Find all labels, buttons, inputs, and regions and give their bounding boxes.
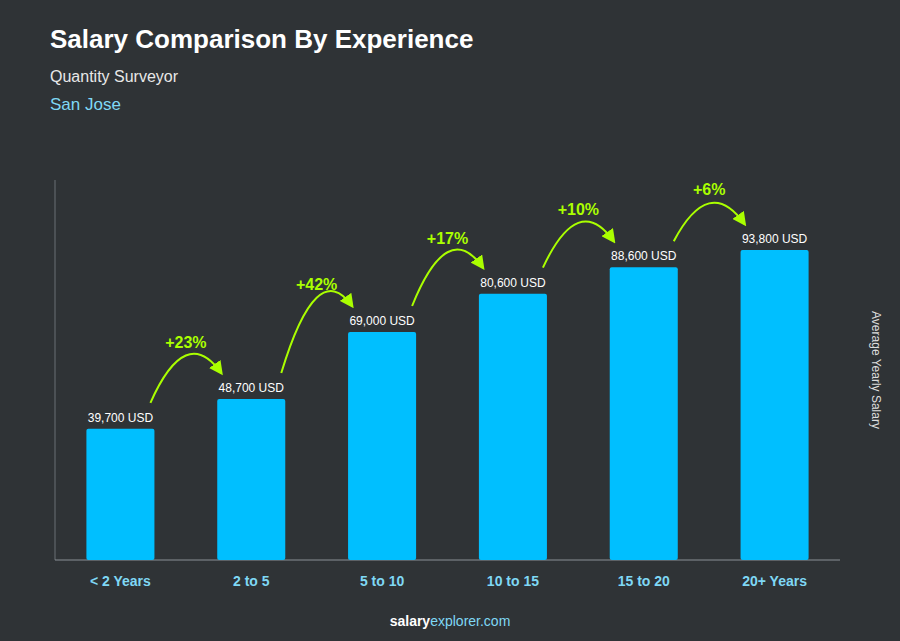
change-arrow (412, 250, 483, 306)
city: San Jose (50, 95, 121, 114)
change-arrow (281, 291, 352, 373)
x-tick-label: 20+ Years (742, 573, 807, 589)
data-label: 48,700 USD (219, 381, 285, 395)
x-axis-line (55, 560, 840, 561)
chart: Salary Comparison By Experience Quantity … (0, 0, 900, 641)
annotation: +6% (693, 181, 725, 198)
subtitle: Quantity Surveyor (50, 68, 179, 85)
bars (86, 250, 808, 560)
footer-part: explorer.com (430, 613, 510, 629)
title: Salary Comparison By Experience (50, 24, 473, 54)
bar (217, 399, 285, 560)
bar (86, 429, 154, 560)
bar (348, 332, 416, 560)
bar (479, 294, 547, 560)
x-tick-label: 5 to 10 (360, 573, 405, 589)
x-tick-label: 10 to 15 (487, 573, 539, 589)
annotation: +23% (165, 334, 206, 351)
data-label: 80,600 USD (480, 276, 546, 290)
y-axis-line (55, 180, 56, 560)
annotation: +10% (558, 201, 599, 218)
change-arrow (674, 203, 745, 242)
change-arrow (543, 221, 614, 267)
x-tick-label: 15 to 20 (618, 573, 670, 589)
annotation: +42% (296, 276, 337, 293)
x-tick-label: 2 to 5 (233, 573, 270, 589)
footer: salaryexplorer.com (390, 613, 511, 629)
change-arrow (150, 354, 221, 403)
data-label: 39,700 USD (88, 411, 154, 425)
data-label: 69,000 USD (349, 314, 415, 328)
x-tick-label: < 2 Years (90, 573, 151, 589)
bar (610, 267, 678, 560)
bar (741, 250, 809, 560)
background (0, 0, 900, 641)
y-axis-label: Average Yearly Salary (869, 311, 883, 429)
data-label: 88,600 USD (611, 249, 677, 263)
data-label: 93,800 USD (742, 232, 808, 246)
annotation: +17% (427, 230, 468, 247)
footer-part: salary (390, 613, 431, 629)
